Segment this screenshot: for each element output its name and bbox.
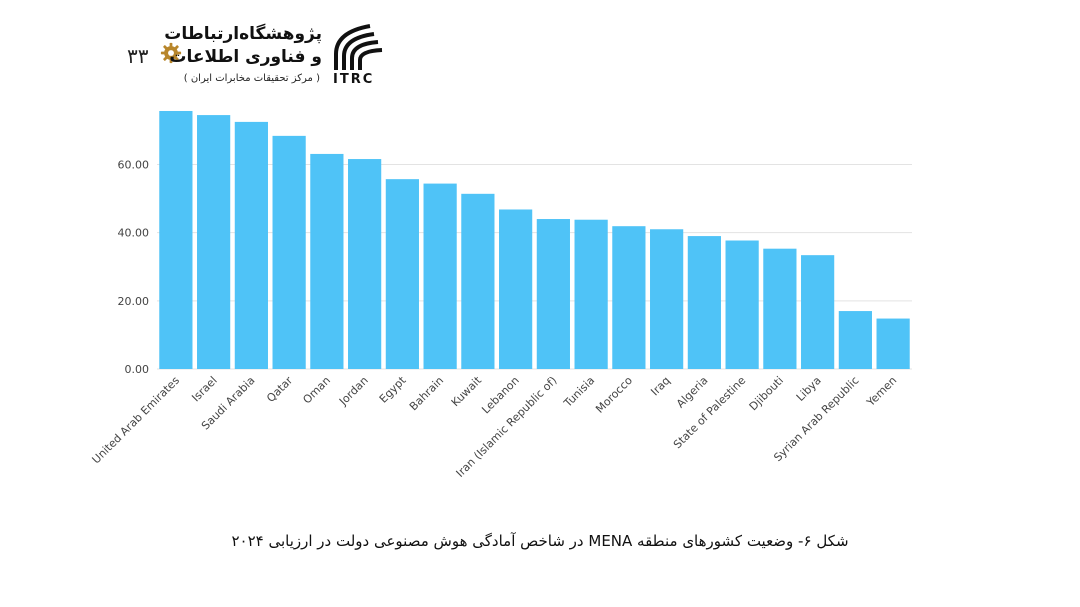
org-subtitle: ( مرکز تحقیقات مخابرات ایران ) [183,73,320,84]
bar [197,115,231,370]
gear-icon [160,42,182,64]
bar [876,318,910,369]
x-tick-label: Israel [189,374,219,404]
org-name-line2: و فناوری اطلاعات [169,47,322,67]
bar [499,209,533,369]
x-tick-label: United Arab Emirates [90,374,183,467]
figure-caption: شکل ۶- وضعیت کشورهای منطقه MENA در شاخص … [231,532,849,550]
x-tick-label: Egypt [377,373,409,405]
y-tick-label: 0.00 [125,363,150,376]
bar [234,121,268,369]
x-tick-label: Yemen [864,374,900,410]
itrc-logo [334,24,383,70]
bar [159,110,193,369]
bar [650,229,684,369]
bar [725,240,759,369]
page-number: ۳۳ [127,44,149,68]
page-header: ۳۳ پژوهشگاه‌ارتباطات و فناوری اطلاعات ( … [0,0,1080,100]
x-tick-label: Kuwait [449,373,485,409]
bar [763,248,797,369]
bar [310,153,344,369]
x-tick-label: Qatar [264,374,295,405]
x-tick-label: Algeria [674,374,711,411]
logo-text: ITRC [333,72,375,87]
x-tick-label: Morocco [593,374,635,416]
bar-chart: 0.00 20.00 40.00 60.00 United Arab Emirates… [90,110,912,480]
bar [536,219,570,369]
x-tick-label: State of Palestine [671,374,748,451]
x-tick-label: Djibouti [747,374,786,413]
bar [838,311,872,369]
x-tick-label: Libya [794,374,824,404]
x-tick-label: Oman [300,374,333,407]
y-tick-label: 40.00 [118,227,150,240]
bar [348,159,382,369]
bar [423,183,457,369]
x-tick-label: Jordan [336,374,371,409]
x-tick-label: Bahrain [407,374,446,413]
bar [801,255,835,369]
bar [612,226,646,369]
bar [272,135,306,369]
bar [687,236,721,369]
y-tick-label: 20.00 [118,295,150,308]
y-tick-label: 60.00 [118,159,150,172]
bar [461,193,495,369]
bar [385,179,419,369]
x-tick-label: Tunisia [561,374,597,410]
grid-layer [157,164,912,370]
bar-series [159,110,910,370]
x-tick-label: Iraq [648,374,672,398]
org-name-line1: پژوهشگاه‌ارتباطات [164,24,322,44]
y-axis-ticks: 0.00 20.00 40.00 60.00 [118,159,150,377]
bar [574,219,608,369]
